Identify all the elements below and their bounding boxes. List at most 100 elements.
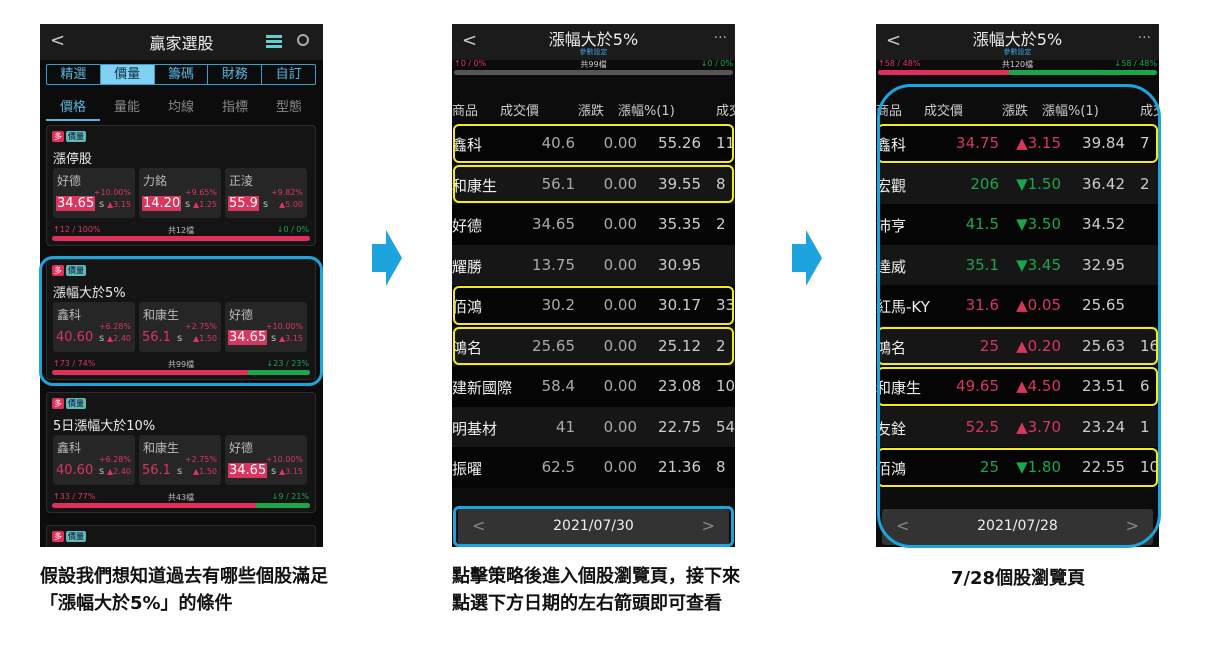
stock-name: 鑫科 — [57, 308, 82, 322]
change: ▼1.50 — [1016, 174, 1061, 193]
table-row[interactable]: 宏觀 206 ▼1.50 36.42 2 — [876, 163, 1159, 204]
total-count: 共43檔 — [167, 493, 195, 502]
change: 0.00 — [603, 417, 637, 436]
stock-price: 56.1 — [142, 463, 171, 478]
volume: 54 — [716, 417, 735, 436]
stock-tile[interactable]: 和康生 56.1 +2.75% ▲1.50 s — [139, 302, 221, 352]
stock-pct: +2.75% — [184, 455, 217, 464]
stock-tile[interactable]: 好德 34.65 +10.00% ▲3.15 s — [225, 302, 307, 352]
stock-tile[interactable]: 鑫科 40.60 +6.28% ▲2.40 s — [53, 435, 135, 485]
highlight-box — [453, 124, 734, 163]
tab-1[interactable]: 價量 — [100, 65, 155, 84]
table-row[interactable]: 友銓 52.5 ▲3.70 23.24 1 — [876, 406, 1159, 447]
more-icon[interactable]: ··· — [1137, 30, 1151, 46]
column-header[interactable]: 成交 — [716, 104, 735, 119]
price: 30.2 — [541, 296, 575, 314]
subtab-0[interactable]: 價格 — [46, 96, 100, 121]
change-pct: 22.75 — [658, 417, 701, 436]
price-suffix: s — [99, 199, 105, 210]
strategy-card[interactable]: 多價量 漲停股 好德 34.65 +10.00% ▲3.15 s 力銘 14.20 +9.65% ▲… — [46, 125, 316, 246]
stock-tile[interactable]: 鑫科 40.60 +6.28% ▲2.40 s — [53, 302, 135, 352]
back-button[interactable]: < — [886, 30, 902, 51]
category-badge: 價量 — [66, 531, 86, 542]
column-header[interactable]: 成交價 — [500, 104, 540, 119]
table-row[interactable]: 明基材 41 0.00 22.75 54 — [452, 406, 735, 447]
column-header[interactable]: 漲跌 — [1002, 104, 1029, 119]
stock-name: 鑫科 — [452, 136, 483, 154]
table-row[interactable]: 建新國際 58.4 0.00 23.08 10 — [452, 366, 735, 407]
back-button[interactable]: < — [50, 30, 66, 51]
subtab-1[interactable]: 量能 — [113, 100, 140, 115]
category-tabs: 精選 價量 籌碼 財務 自訂 — [46, 64, 316, 85]
price: 62.5 — [541, 458, 575, 476]
price: 56.1 — [541, 174, 575, 193]
phone-stock-browse-0728: < 漲幅大於5% ··· 參數設定 ↑58 / 48% 共120檔 ↓58 / 48% 商品成… — [876, 24, 1159, 547]
stock-name: 沛亨 — [876, 217, 907, 235]
stock-name: 好德 — [57, 174, 82, 188]
tab-4[interactable]: 自訂 — [275, 67, 302, 82]
parameter-settings-link[interactable]: 參數設定 — [1003, 48, 1032, 56]
volume: 2 — [716, 336, 726, 355]
table-row[interactable]: 沛亨 41.5 ▼3.50 34.52 — [876, 204, 1159, 245]
search-icon[interactable] — [297, 34, 309, 46]
table-row[interactable]: 佰鴻 30.2 0.00 30.17 33 — [452, 285, 735, 326]
table-row[interactable]: 鴻名 25 ▲0.20 25.63 16 — [876, 325, 1159, 366]
table-row[interactable]: 和康生 56.1 0.00 39.55 8 — [452, 163, 735, 204]
stock-tile[interactable]: 好德 34.65 +10.00% ▲3.15 s — [53, 168, 135, 218]
change-pct: 23.51 — [1082, 377, 1125, 395]
table-row[interactable]: 耀勝 13.75 0.00 30.95 — [452, 244, 735, 285]
stock-price: 56.1 — [142, 330, 171, 345]
table-row[interactable]: 佰鴻 25 ▼1.80 22.55 10 — [876, 447, 1159, 488]
back-button[interactable]: < — [462, 30, 478, 51]
category-badge: 價量 — [66, 131, 86, 142]
table-row[interactable]: 紅馬-KY 31.6 ▲0.05 25.65 — [876, 285, 1159, 326]
subtab-3[interactable]: 指標 — [221, 100, 248, 115]
more-icon[interactable]: ··· — [713, 30, 727, 46]
change-pct: 30.95 — [658, 255, 701, 274]
volume: 2 — [716, 215, 726, 233]
stock-name: 宏觀 — [876, 176, 907, 195]
price: 34.65 — [532, 215, 575, 233]
change-pct: 25.63 — [1082, 336, 1125, 355]
column-header[interactable]: 漲幅%(1) — [618, 104, 675, 119]
change-pct: 23.24 — [1082, 417, 1125, 436]
parameter-settings-link[interactable]: 參數設定 — [579, 48, 608, 56]
table-row[interactable]: 鑫科 34.75 ▲3.15 39.84 7 — [876, 123, 1159, 164]
tab-0[interactable]: 精選 — [47, 65, 101, 84]
stock-price: 34.65 — [228, 330, 268, 345]
table-row[interactable]: 好德 34.65 0.00 35.35 2 — [452, 204, 735, 245]
subtab-4[interactable]: 型態 — [275, 100, 302, 115]
table-row[interactable]: 鑫科 40.6 0.00 55.26 11 — [452, 123, 735, 164]
sub-tabs: 價格 量能 均線 指標 型態 — [46, 96, 316, 121]
change-pct: 25.65 — [1082, 296, 1125, 314]
stock-tile[interactable]: 正淩 55.9 +9.82% ▲5.00 s — [225, 168, 307, 218]
list-icon[interactable] — [266, 35, 282, 48]
volume: 10 — [1140, 458, 1159, 476]
stock-name: 好德 — [229, 441, 254, 455]
stock-name: 好德 — [452, 217, 483, 235]
stock-name: 建新國際 — [452, 379, 513, 397]
column-header[interactable]: 成交價 — [924, 104, 964, 119]
table-row[interactable]: 鴻名 25.65 0.00 25.12 2 — [452, 325, 735, 366]
strategy-card[interactable]: 多價量 — [46, 525, 316, 547]
total-count: 共120檔 — [1001, 60, 1034, 69]
strategy-card[interactable]: 多價量 5日漲幅大於10% 鑫科 40.60 +6.28% ▲2.40 s 和康生 56.1 +2… — [46, 392, 316, 513]
next-date-button[interactable]: > — [701, 516, 715, 535]
tab-3[interactable]: 財務 — [208, 65, 263, 84]
column-header[interactable]: 漲幅%(1) — [1042, 104, 1099, 119]
table-row[interactable]: 達威 35.1 ▼3.45 32.95 — [876, 244, 1159, 285]
prev-date-button[interactable]: < — [472, 516, 486, 535]
strategy-title: 漲停股 — [53, 152, 93, 167]
strategy-card[interactable]: 多價量 漲幅大於5% 鑫科 40.60 +6.28% ▲2.40 s 和康生 56.1 +2.75… — [46, 259, 316, 380]
tab-2[interactable]: 籌碼 — [155, 65, 209, 84]
down-count: ↓23 / 23% — [266, 359, 309, 368]
stock-tile[interactable]: 力銘 14.20 +9.65% ▲1.25 s — [139, 168, 221, 218]
subtab-2[interactable]: 均線 — [167, 100, 194, 115]
stock-tile[interactable]: 和康生 56.1 +2.75% ▲1.50 s — [139, 435, 221, 485]
table-row[interactable]: 振曜 62.5 0.00 21.36 8 — [452, 447, 735, 488]
table-row[interactable]: 和康生 49.65 ▲4.50 23.51 6 — [876, 366, 1159, 407]
stock-tile[interactable]: 好德 34.65 +10.00% ▲3.15 s — [225, 435, 307, 485]
up-ratio-fill — [878, 70, 1010, 75]
column-header[interactable]: 漲跌 — [578, 104, 605, 119]
column-header[interactable]: 商品 — [452, 104, 479, 119]
